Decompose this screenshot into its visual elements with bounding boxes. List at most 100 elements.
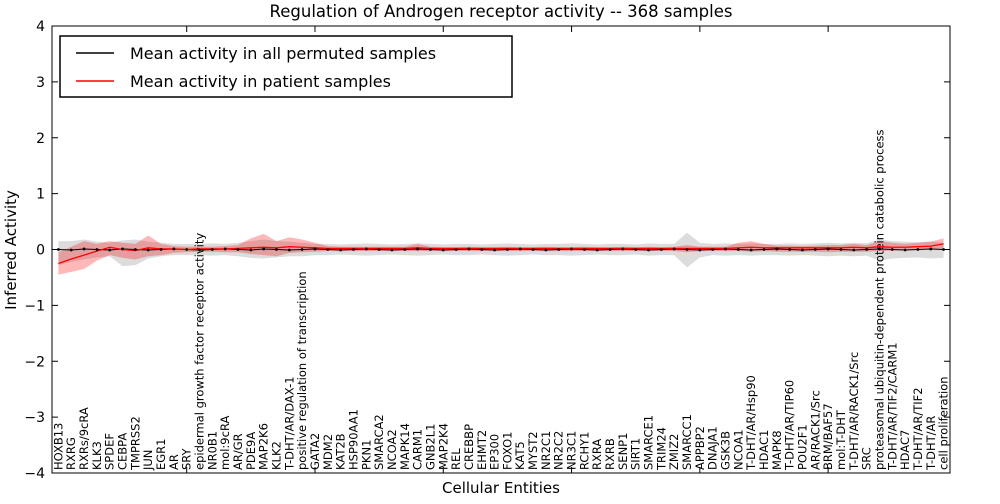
data-point-marker bbox=[198, 248, 201, 252]
data-point-marker bbox=[236, 248, 240, 251]
x-tick-label: T-DHT/AR/DAX-1 bbox=[282, 376, 296, 471]
x-tick-label: EGR1 bbox=[154, 439, 168, 471]
data-point-marker bbox=[339, 248, 343, 252]
x-tick-label: MYST2 bbox=[526, 431, 540, 470]
data-point-marker bbox=[711, 248, 715, 251]
x-tick-label: mol:9cRA bbox=[218, 416, 232, 470]
x-tick-label: AR/GR bbox=[231, 433, 245, 470]
data-point-marker bbox=[121, 247, 124, 251]
data-point-marker bbox=[159, 248, 163, 251]
data-point-marker bbox=[133, 248, 137, 251]
data-point-marker bbox=[57, 248, 60, 251]
data-point-marker bbox=[467, 247, 471, 251]
x-tick-label: T-DHT/AR/TIF2 bbox=[911, 387, 925, 471]
y-tick-label: 1 bbox=[36, 187, 45, 203]
data-point-marker bbox=[172, 247, 176, 251]
x-tick-label: POU2F1 bbox=[795, 424, 809, 470]
x-tick-label: RXRB bbox=[603, 438, 617, 470]
data-point-marker bbox=[762, 248, 766, 251]
x-tick-label: epidermal growth factor receptor activit… bbox=[193, 233, 207, 470]
x-tick-label: cell proliferation bbox=[937, 376, 951, 470]
x-tick-label: NCOA1 bbox=[731, 429, 745, 470]
x-tick-label: MAPK8 bbox=[770, 430, 784, 470]
data-point-marker bbox=[454, 248, 458, 251]
data-point-marker bbox=[416, 247, 420, 251]
data-point-marker bbox=[326, 248, 330, 251]
x-tick-label: SRC bbox=[860, 447, 874, 470]
y-tick-label: −3 bbox=[24, 410, 45, 426]
data-point-marker bbox=[313, 247, 317, 251]
y-tick-label: 0 bbox=[36, 243, 45, 259]
x-tick-label: CREBBP bbox=[462, 424, 476, 470]
x-tick-label: EP300 bbox=[488, 434, 502, 470]
x-tick-label: SMARCC1 bbox=[680, 414, 694, 470]
data-point-marker bbox=[826, 247, 830, 251]
x-tick-label: MAPK14 bbox=[398, 423, 412, 470]
data-point-marker bbox=[352, 248, 355, 251]
x-tick-label: AR/RACK1/Src bbox=[808, 390, 822, 470]
data-point-marker bbox=[506, 248, 509, 251]
x-tick-label: GSK3B bbox=[719, 431, 733, 470]
data-point-marker bbox=[531, 248, 535, 251]
data-point-marker bbox=[801, 248, 804, 252]
patient-mean-line bbox=[58, 243, 944, 265]
x-tick-label: CARM1 bbox=[411, 429, 425, 470]
y-tick-label: 4 bbox=[36, 19, 45, 35]
data-point-marker bbox=[788, 248, 792, 251]
y-axis-label: Inferred Activity bbox=[2, 190, 20, 310]
data-point-marker bbox=[185, 248, 189, 251]
x-tick-label: T-DHT/AR bbox=[924, 416, 938, 471]
data-point-marker bbox=[544, 248, 548, 252]
x-tick-label: HOXB13 bbox=[51, 423, 65, 470]
y-tick-labels: −4 −3 −2 −1 0 1 2 3 4 bbox=[24, 19, 45, 482]
data-point-marker bbox=[364, 247, 368, 251]
legend-box bbox=[59, 35, 513, 98]
y-tick-label: 3 bbox=[36, 75, 45, 91]
data-point-marker bbox=[403, 248, 407, 251]
x-tick-label: MDM2 bbox=[321, 434, 335, 470]
data-point-marker bbox=[82, 247, 86, 251]
x-tick-label: MAP2K6 bbox=[257, 423, 271, 470]
legend-label-permuted: Mean activity in all permuted samples bbox=[130, 44, 436, 63]
mean-lines bbox=[58, 243, 944, 265]
data-point-marker bbox=[775, 247, 779, 251]
x-tick-label: positive regulation of transcription bbox=[295, 271, 309, 470]
data-point-marker bbox=[300, 248, 304, 251]
data-point-marker bbox=[865, 248, 869, 251]
x-tick-label: RXRs/9cRA bbox=[77, 407, 91, 470]
x-tick-label: NR3C1 bbox=[565, 431, 579, 470]
x-tick-label: KAT2B bbox=[334, 433, 348, 470]
x-tick-label: SMARCE1 bbox=[642, 415, 656, 470]
x-tick-label: RXRA bbox=[590, 439, 604, 470]
data-point-marker bbox=[95, 248, 99, 251]
data-point-marker bbox=[262, 247, 266, 251]
x-tick-label: mol:T-DHT bbox=[834, 409, 848, 470]
data-point-marker bbox=[518, 247, 522, 251]
data-point-marker bbox=[377, 248, 381, 251]
x-tick-label: T-DHT/AR/Hsp90 bbox=[744, 375, 758, 471]
x-tick-label: TRIM24 bbox=[654, 427, 668, 471]
data-point-marker bbox=[287, 248, 291, 252]
x-tick-label: HSP90AA1 bbox=[346, 409, 360, 470]
x-tick-label: DNAJA1 bbox=[706, 426, 720, 470]
data-point-marker bbox=[146, 248, 150, 252]
data-point-marker bbox=[698, 248, 702, 252]
data-point-marker bbox=[249, 248, 253, 252]
x-tick-labels: HOXB13RXRGRXRs/9cRAKLK3SPDEFCEBPATMPRSS2… bbox=[51, 129, 950, 471]
chart-title: Regulation of Androgen receptor activity… bbox=[270, 2, 733, 21]
x-tick-label: RCHY1 bbox=[577, 432, 591, 470]
data-point-marker bbox=[223, 247, 227, 251]
x-axis-label: Cellular Entities bbox=[442, 479, 560, 497]
x-tick-label: HDAC7 bbox=[898, 430, 912, 470]
x-tick-label: ZMIZ2 bbox=[667, 434, 681, 470]
data-point-marker bbox=[69, 248, 73, 252]
data-point-marker bbox=[634, 248, 638, 251]
data-point-marker bbox=[390, 248, 394, 252]
x-tick-label: BRM/BAF57 bbox=[821, 403, 835, 470]
x-tick-label: CEBPA bbox=[116, 433, 130, 470]
x-tick-label: TMPRSS2 bbox=[128, 416, 142, 471]
x-tick-label: NR0B1 bbox=[205, 431, 219, 470]
x-tick-label: APPBP2 bbox=[693, 426, 707, 470]
data-point-marker bbox=[878, 247, 881, 251]
